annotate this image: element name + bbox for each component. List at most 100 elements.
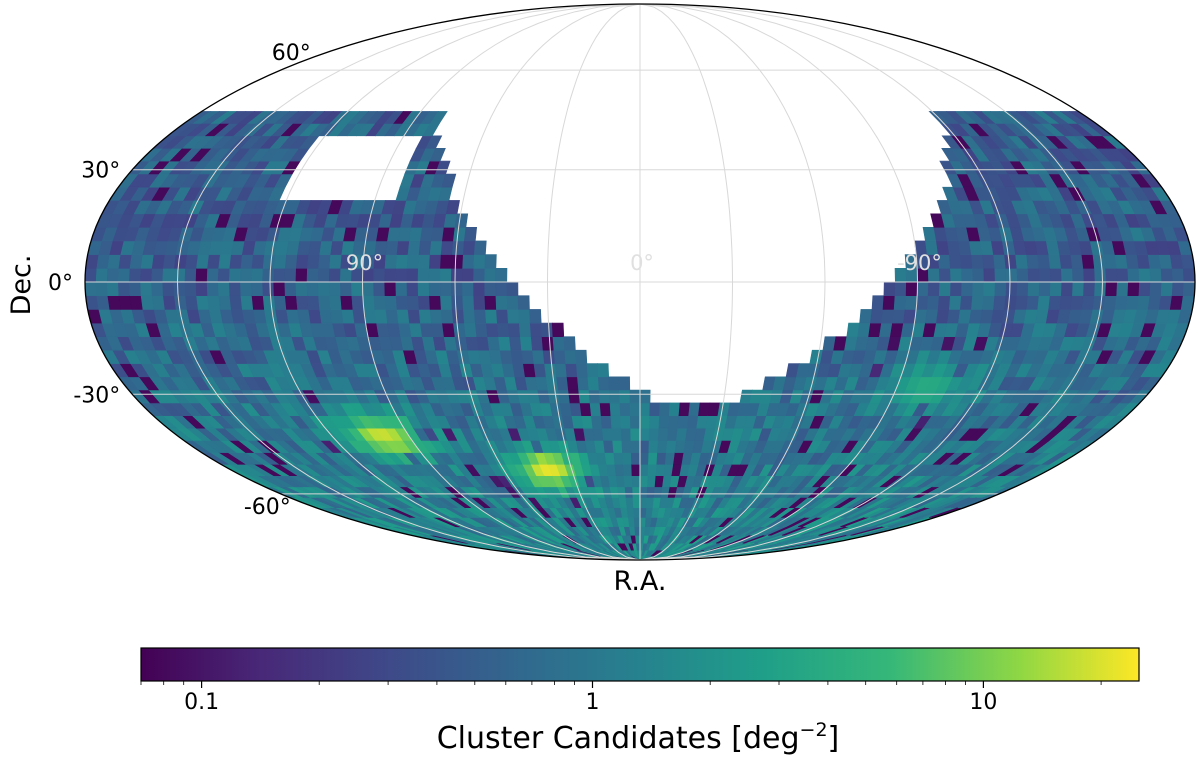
map-cell <box>484 295 497 310</box>
map-cell <box>1048 254 1062 269</box>
map-cell <box>484 254 497 269</box>
map-cell <box>1160 267 1174 283</box>
map-cell <box>473 240 487 255</box>
map-cell <box>251 254 265 269</box>
map-cell <box>994 281 1007 297</box>
map-cell <box>1005 267 1018 283</box>
map-cell <box>592 427 604 441</box>
map-cell <box>541 336 555 351</box>
map-cell <box>622 463 633 477</box>
map-cell <box>218 254 232 269</box>
map-cell <box>904 295 918 310</box>
map-cell <box>140 281 153 297</box>
map-cell <box>993 254 1007 269</box>
map-cell <box>569 402 582 417</box>
map-cell <box>409 322 423 338</box>
map-cell <box>618 376 631 391</box>
map-cell <box>620 427 632 441</box>
map-cell <box>639 427 650 441</box>
map-cell <box>284 254 298 269</box>
map-cell <box>633 517 641 528</box>
map-cell <box>229 254 243 269</box>
map-cell <box>1048 295 1062 310</box>
map-cell <box>462 254 475 269</box>
map-cell <box>971 254 985 269</box>
map-cell <box>1026 254 1040 269</box>
map-cell <box>450 281 463 297</box>
map-cell <box>1016 281 1029 297</box>
grid-meridian <box>639 4 1011 560</box>
map-cell <box>894 281 907 297</box>
map-cell <box>1083 267 1096 283</box>
map-cell <box>959 254 973 269</box>
map-cell <box>668 402 681 417</box>
map-cell <box>384 267 397 283</box>
map-cell <box>462 281 475 297</box>
map-cell <box>162 267 175 283</box>
map-cell <box>611 427 623 441</box>
map-cell <box>633 507 641 518</box>
map-cell <box>85 267 98 283</box>
map-cell <box>151 267 164 283</box>
map-cell <box>667 415 680 429</box>
map-cell <box>639 415 651 429</box>
map-cell <box>639 507 647 518</box>
grid-meridian <box>361 4 641 560</box>
map-cell <box>462 295 475 310</box>
map-cell <box>871 295 885 310</box>
map-cell <box>1127 281 1140 297</box>
map-cell <box>947 309 961 324</box>
map-cell <box>1147 295 1162 310</box>
map-cell <box>162 295 177 310</box>
sky-map-heatmap <box>85 111 1195 560</box>
map-cell <box>151 281 164 297</box>
ra-grid-label: 0° <box>630 251 654 275</box>
map-cell <box>659 402 671 417</box>
map-cell <box>621 440 632 453</box>
map-cell <box>107 254 122 269</box>
map-cell <box>118 254 133 269</box>
map-cell <box>506 295 519 310</box>
map-cell <box>95 281 109 297</box>
map-cell <box>600 415 613 429</box>
map-cell <box>329 295 343 310</box>
grid-meridian <box>639 4 919 560</box>
map-cell <box>1114 295 1129 310</box>
map-cell <box>626 507 635 518</box>
map-cell <box>510 349 524 364</box>
map-cell <box>622 452 632 465</box>
map-cell <box>647 463 658 477</box>
map-cell <box>639 475 649 488</box>
map-cell <box>599 402 612 417</box>
y-axis-label: Dec. <box>6 255 37 316</box>
map-cell <box>498 336 512 351</box>
map-cell <box>1171 281 1185 297</box>
map-cell <box>630 440 641 453</box>
map-cell <box>639 486 648 498</box>
map-cell <box>319 309 333 324</box>
map-cell <box>308 240 322 255</box>
map-cell <box>218 295 232 310</box>
map-cell <box>428 281 441 297</box>
map-cell <box>604 452 616 465</box>
map-cell <box>1027 267 1040 283</box>
map-cell <box>1125 254 1140 269</box>
grid-meridian <box>639 4 734 560</box>
map-cell <box>620 415 631 429</box>
map-cell <box>129 254 144 269</box>
map-cell <box>406 254 420 269</box>
map-cell <box>617 486 627 498</box>
map-cell <box>318 254 332 269</box>
map-cell <box>251 295 265 310</box>
colorbar-tick-label: 1 <box>586 690 600 715</box>
map-cell <box>495 295 508 310</box>
map-cell <box>1070 254 1084 269</box>
map-cell <box>429 295 442 310</box>
map-cell <box>451 254 464 269</box>
map-cell <box>1105 267 1118 283</box>
map-cell <box>318 295 332 310</box>
map-cell <box>330 240 344 255</box>
ra-grid-label: -90° <box>897 251 942 275</box>
map-cell <box>284 281 297 297</box>
map-cell <box>417 267 430 283</box>
